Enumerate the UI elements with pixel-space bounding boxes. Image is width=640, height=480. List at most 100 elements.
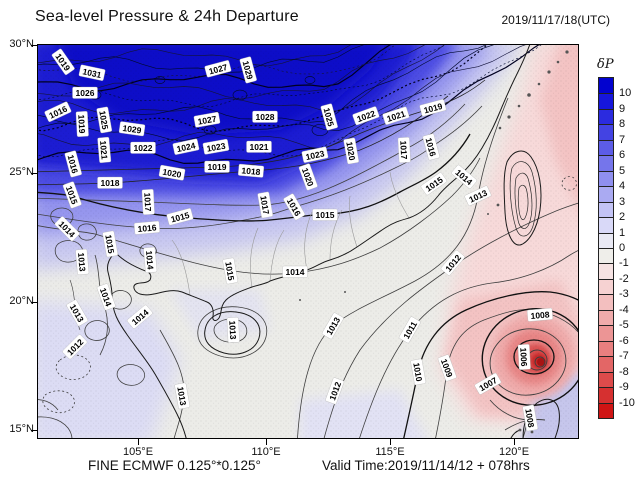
colorbar-tick-label: -1 (619, 257, 629, 270)
isobar-label: 1028 (252, 110, 278, 123)
svg-text:1015: 1015 (316, 210, 335, 220)
colorbar-segment (599, 263, 613, 279)
colorbar-tick-label: -10 (619, 396, 635, 409)
lon-tick-mark (266, 439, 267, 445)
isobar-label: 1014 (143, 246, 158, 273)
svg-text:1016: 1016 (137, 222, 157, 234)
colorbar-segment (599, 201, 613, 218)
colorbar-segment (599, 232, 613, 248)
isobar-label: 1016 (422, 133, 440, 161)
isobar-label: 1027 (204, 60, 232, 78)
lat-tick-label: 15°N (9, 423, 34, 435)
isobar-label: 1008 (526, 307, 553, 322)
colorbar-tick-label: 3 (619, 195, 626, 208)
isobar-label: 1022 (130, 141, 156, 154)
valid-time-label: Valid Time:2019/11/14/12 + 078hrs (322, 458, 530, 473)
colorbar-segment (599, 371, 613, 388)
isobar-label: 1021 (382, 106, 410, 125)
svg-text:1013: 1013 (227, 320, 238, 340)
colorbar-tick-label: 4 (619, 180, 626, 193)
svg-text:1008: 1008 (530, 309, 550, 321)
isobar-label: 1026 (72, 86, 98, 99)
colorbar-segment (599, 340, 613, 357)
north-isobar-line (38, 45, 396, 82)
north-isobar-line (38, 45, 351, 67)
lat-tick-mark (31, 301, 38, 303)
north-isobar-line (38, 45, 488, 133)
svg-text:1020: 1020 (344, 141, 357, 162)
svg-text:1013: 1013 (76, 252, 88, 272)
svg-text:1018: 1018 (101, 178, 120, 188)
datetime-label: 2019/11/17/18(UTC) (501, 13, 610, 27)
colorbar-segment (599, 108, 613, 125)
isobar-label: 1020 (343, 137, 359, 165)
colorbar-segment (599, 402, 613, 418)
colorbar-segment (599, 170, 613, 187)
isobar-label: 1015 (222, 257, 238, 285)
isobar-label: 1018 (238, 163, 265, 178)
svg-text:1029: 1029 (122, 123, 142, 136)
svg-text:1023: 1023 (305, 148, 326, 162)
north-isobar-line (38, 45, 540, 165)
ryukyu-islands (299, 50, 569, 434)
colorbar-tick-label: -2 (619, 272, 629, 285)
svg-text:1017: 1017 (142, 192, 153, 212)
svg-text:1025: 1025 (97, 110, 110, 131)
north-isobar-line (38, 45, 526, 150)
isobar-label: 1029 (118, 121, 146, 137)
isobar-label: 1018 (97, 176, 123, 189)
colorbar-tick-label: 8 (619, 118, 626, 131)
lat-tick-mark (31, 44, 38, 46)
svg-text:1019: 1019 (208, 162, 227, 172)
svg-text:1028: 1028 (256, 112, 275, 122)
north-isobar-line (38, 45, 426, 100)
svg-text:1018: 1018 (241, 165, 261, 177)
vietnam-coastline (107, 251, 187, 438)
svg-text:1023: 1023 (206, 141, 227, 154)
colorbar-tick-label: -5 (619, 319, 629, 332)
svg-text:1019: 1019 (423, 101, 444, 116)
lon-tick-mark (138, 439, 139, 445)
colorbar-tick-label: -8 (619, 365, 629, 378)
map-frame: 1019 1031 1026 1016 1019 1025 1029 1021 1022 1024… (37, 44, 579, 439)
svg-text:1027: 1027 (197, 114, 218, 127)
svg-text:1021: 1021 (250, 142, 269, 152)
svg-text:1014: 1014 (286, 267, 305, 277)
svg-text:1015: 1015 (103, 234, 116, 255)
colorbar-segment (599, 155, 613, 171)
lat-tick-label: 25°N (9, 166, 34, 178)
isobar-label: 1017 (397, 137, 411, 163)
taiwan-island (503, 150, 542, 246)
colorbar-segment (599, 139, 613, 156)
colorbar-segment (599, 186, 613, 202)
isobar-label: 1019 (204, 160, 230, 173)
isobar-label: 1025 (96, 106, 112, 134)
colorbar-segment (599, 325, 613, 341)
colorbar-tick-label: -7 (619, 350, 629, 363)
isobar-label: 1013 (75, 248, 90, 275)
isobar-label: 1023 (202, 139, 230, 155)
north-isobars (38, 45, 542, 165)
north-closed-contour (232, 89, 248, 101)
isobar-label: 1008 (522, 404, 538, 432)
colorbar-segment (599, 356, 613, 372)
isobar-label: 1015 (102, 230, 118, 258)
colorbar-tick-label: 7 (619, 133, 626, 146)
north-closed-contour (304, 76, 316, 84)
lon-tick-label: 105°E (122, 446, 154, 458)
isobar-label: 1015 (166, 208, 194, 226)
isobar-label: 1013 (174, 382, 190, 410)
isobar-label: 1023 (301, 146, 329, 163)
colorbar-tick-label: 1 (619, 226, 626, 239)
svg-text:1006: 1006 (518, 347, 529, 367)
colorbar-tick-label: 10 (619, 87, 632, 100)
svg-text:1022: 1022 (134, 143, 153, 153)
isobar-label: 1021 (246, 140, 272, 153)
svg-text:1029: 1029 (241, 60, 256, 81)
north-closed-contour (203, 125, 217, 135)
province-borders (171, 171, 410, 296)
colorbar-tick-label: 6 (619, 149, 626, 162)
colorbar-segment (599, 78, 613, 94)
isobar-label: 1016 (64, 150, 82, 178)
isobar-label: 1013 (226, 317, 240, 343)
